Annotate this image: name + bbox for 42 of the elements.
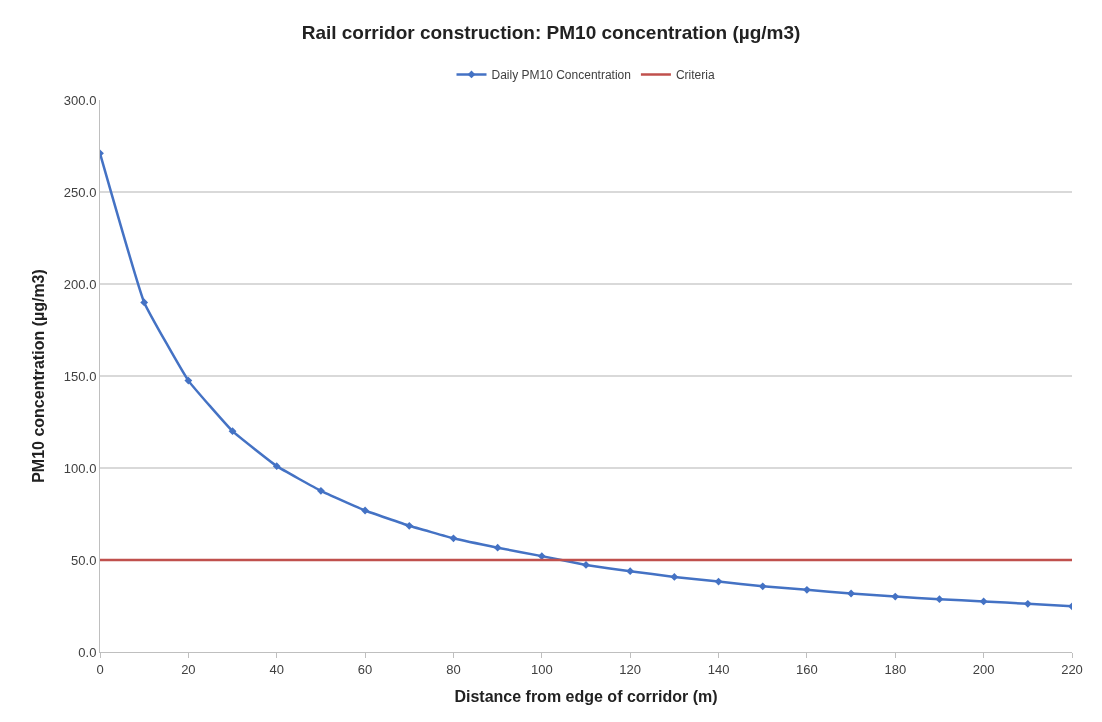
x-axis-title: Distance from edge of corridor (m) (454, 688, 718, 706)
y-axis-title: PM10 concentration (µg/m3) (29, 269, 47, 483)
point (626, 567, 635, 576)
legend-label: Daily PM10 Concentration (491, 68, 631, 83)
x-tick-label: 100 (530, 661, 553, 677)
x-tick-label: 40 (269, 661, 284, 677)
y-tick-label: 50.0 (71, 552, 97, 568)
point (891, 592, 900, 601)
point (361, 506, 369, 515)
point (935, 595, 944, 604)
y-tick-label: 0.0 (78, 644, 97, 660)
point (184, 376, 193, 385)
y-tick-label: 250.0 (63, 184, 97, 200)
point (847, 589, 855, 598)
x-tick-label: 0 (96, 661, 104, 677)
point (670, 573, 679, 581)
point (405, 521, 414, 530)
point (803, 585, 811, 594)
x-tick-label: 60 (357, 661, 373, 677)
legend-label: Criteria (675, 68, 715, 83)
point (140, 298, 149, 307)
point (1023, 599, 1032, 608)
point (317, 486, 325, 495)
point (979, 597, 988, 606)
point (272, 462, 281, 471)
x-tick-label: 220 (1061, 661, 1083, 677)
x-tick-label: 180 (884, 661, 907, 677)
x-tick-label: 120 (619, 661, 642, 677)
x-tick-label: 20 (181, 661, 196, 677)
point (449, 534, 458, 543)
point (228, 427, 237, 436)
y-tick-label: 300.0 (63, 92, 97, 108)
x-tick-label: 200 (972, 661, 995, 677)
point (758, 582, 767, 591)
y-tick-label: 200.0 (63, 276, 97, 292)
point (493, 543, 502, 552)
x-tick-label: 80 (446, 661, 461, 677)
y-tick-label: 150.0 (63, 368, 97, 384)
y-tick-label: 100.0 (63, 460, 97, 476)
x-tick-label: 140 (707, 661, 730, 677)
x-tick-label: 160 (796, 661, 818, 677)
chart-title: Rail corridor construction: PM10 concentration (µg/m3) (301, 21, 801, 43)
